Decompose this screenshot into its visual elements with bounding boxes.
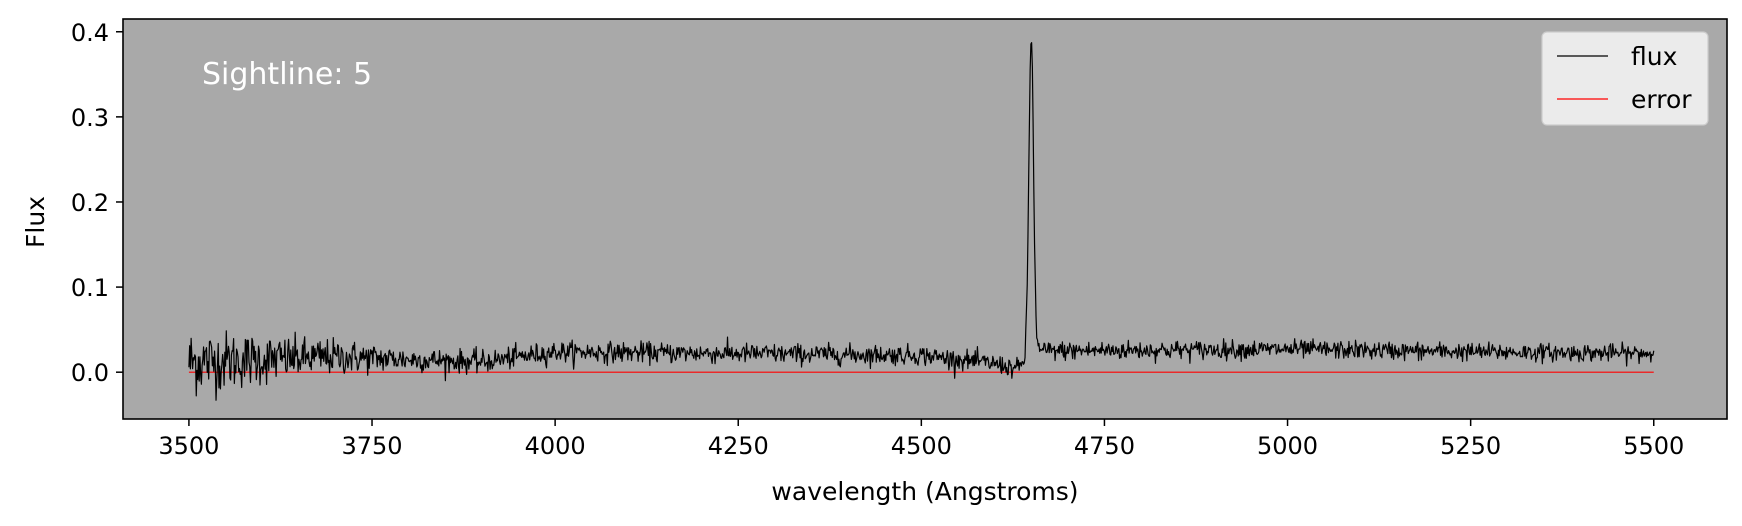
plot-frame: [122, 18, 1728, 420]
x-tick-label-4250: 4250: [708, 432, 769, 460]
sightline-annotation: Sightline: 5: [202, 57, 372, 92]
legend: flux error: [1541, 31, 1709, 126]
y-axis: 0.0 0.1 0.2 0.3 0.4: [71, 19, 123, 387]
x-tick-label-3750: 3750: [341, 432, 402, 460]
x-tick-label-5250: 5250: [1440, 432, 1501, 460]
legend-error-label: error: [1631, 85, 1692, 114]
x-tick-label-5000: 5000: [1257, 432, 1318, 460]
y-tick-label-1: 0.1: [71, 274, 109, 302]
x-tick-label-4500: 4500: [891, 432, 952, 460]
y-axis-label: Flux: [21, 196, 50, 248]
x-axis: 3500 3750 4000 4250 4500 4750 5000 5250 5500: [158, 419, 1684, 460]
x-axis-label: wavelength (Angstroms): [771, 477, 1078, 506]
y-tick-label-3: 0.3: [71, 104, 109, 132]
legend-flux-label: flux: [1631, 42, 1677, 71]
y-tick-label-4: 0.4: [71, 19, 109, 47]
x-tick-label-4750: 4750: [1074, 432, 1135, 460]
x-tick-label-4000: 4000: [525, 432, 586, 460]
series-layer: [188, 41, 1655, 401]
legend-box: [1541, 31, 1709, 126]
series-flux-line: [188, 41, 1655, 401]
x-tick-label-3500: 3500: [158, 432, 219, 460]
y-tick-label-2: 0.2: [71, 189, 109, 217]
x-tick-label-5500: 5500: [1623, 432, 1684, 460]
y-tick-label-0: 0.0: [71, 359, 109, 387]
